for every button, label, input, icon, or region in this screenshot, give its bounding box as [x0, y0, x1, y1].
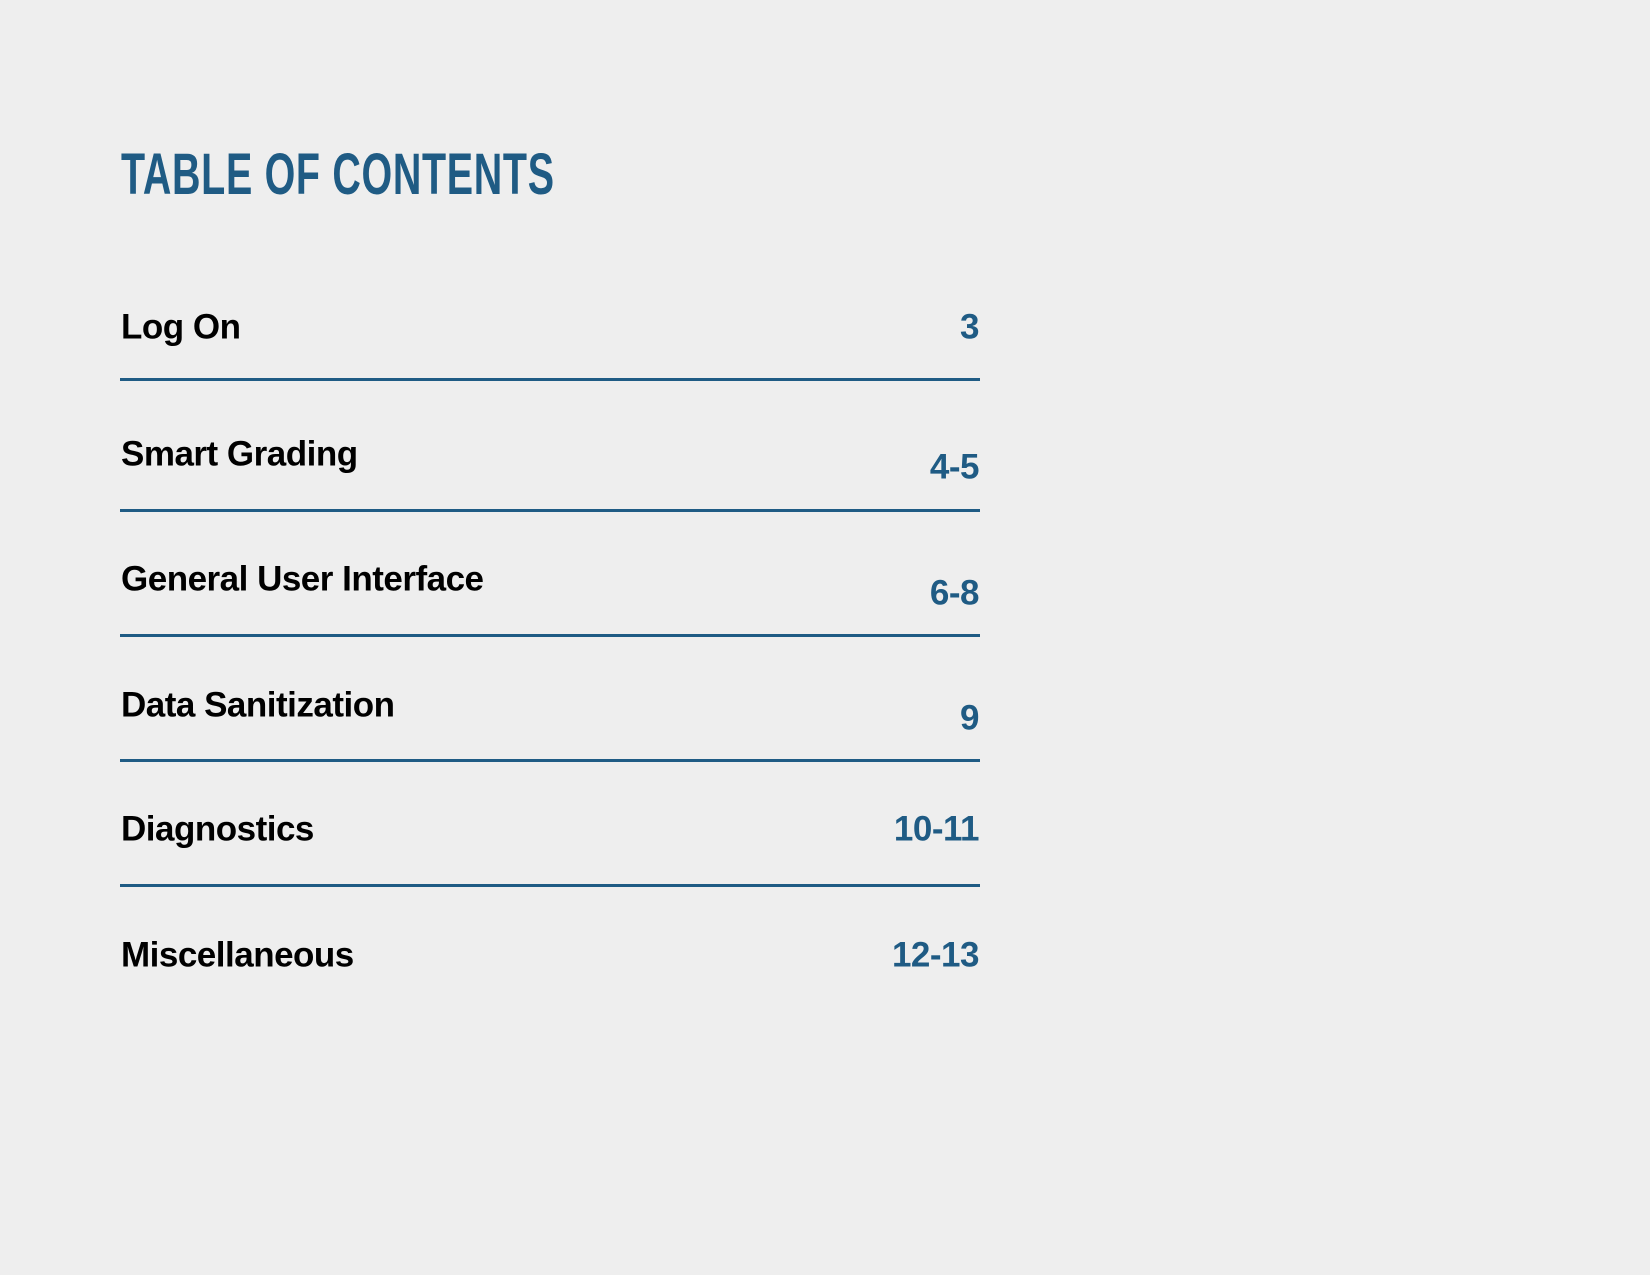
toc-entry-pages[interactable]: 9 — [960, 698, 979, 738]
toc-entry-pages[interactable]: 3 — [960, 307, 979, 347]
toc-entry-label[interactable]: Diagnostics — [121, 809, 314, 849]
toc-entry-label[interactable]: Smart Grading — [121, 434, 358, 474]
divider — [120, 509, 980, 512]
toc-entry-pages[interactable]: 10-11 — [893, 809, 980, 849]
toc-entry-label[interactable]: Data Sanitization — [121, 685, 395, 725]
toc-entry-label[interactable]: General User Interface — [121, 559, 484, 599]
toc-entry-label[interactable]: Miscellaneous — [121, 935, 354, 975]
toc-entry-pages[interactable]: 4-5 — [929, 447, 980, 487]
toc-entry-pages[interactable]: 12-13 — [891, 935, 980, 975]
page-title: TABLE OF CONTENTS — [121, 142, 555, 207]
divider — [120, 378, 980, 381]
divider — [120, 634, 980, 637]
toc-entry-pages[interactable]: 6-8 — [929, 573, 980, 613]
divider — [120, 759, 980, 762]
toc-entry-label[interactable]: Log On — [121, 307, 241, 347]
divider — [120, 884, 980, 887]
